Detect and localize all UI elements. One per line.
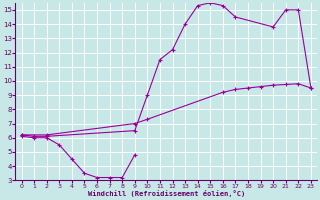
X-axis label: Windchill (Refroidissement éolien,°C): Windchill (Refroidissement éolien,°C) — [88, 190, 245, 197]
